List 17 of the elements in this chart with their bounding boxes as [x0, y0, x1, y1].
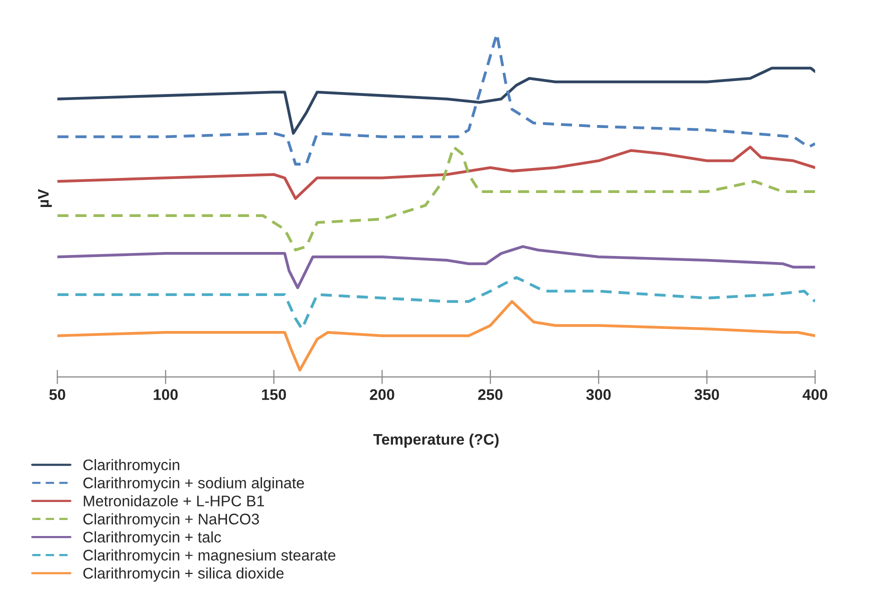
- x-axis-title: Temperature (?C): [373, 434, 499, 448]
- legend-label: Clarithromycin + talc: [83, 531, 222, 546]
- y-axis-title: µV: [38, 189, 52, 208]
- x-tick-label: 350: [694, 389, 719, 400]
- legend-label: Clarithromycin + sodium alginate: [83, 477, 304, 492]
- x-tick-label: 200: [370, 389, 394, 400]
- x-tick-label: 250: [478, 389, 502, 400]
- x-tick-label: 100: [154, 389, 178, 400]
- legend-label: Clarithromycin + NaHCO3: [83, 513, 259, 528]
- legend-label: Clarithromycin + magnesium stearate: [83, 549, 336, 564]
- x-tick-label: 300: [586, 389, 611, 400]
- x-tick-label: 150: [262, 389, 286, 400]
- x-tick-label: 50: [49, 389, 66, 400]
- legend-label: Metronidazole + L-HPC B1: [84, 495, 264, 506]
- x-tick-label: 400: [802, 389, 828, 400]
- legend-label: Clarithromycin: [83, 459, 180, 474]
- legend-label: Clarithromycin + silica dioxide: [83, 567, 284, 582]
